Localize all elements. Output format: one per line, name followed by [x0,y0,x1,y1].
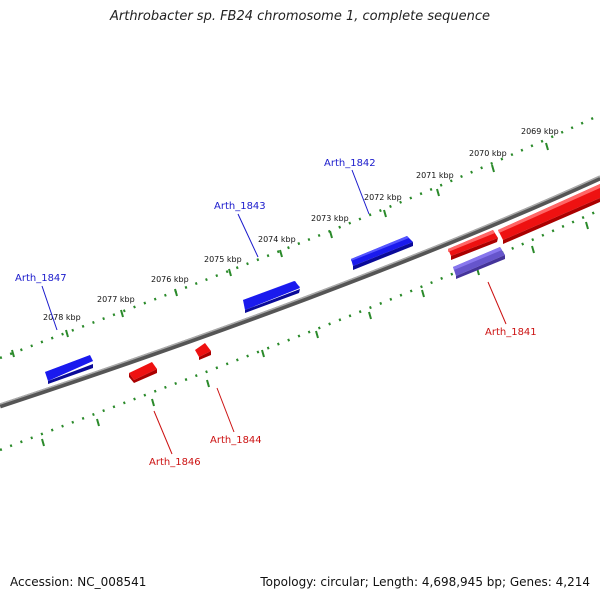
kbp-label: 2074 kbp [258,235,296,244]
leader-arth-1841 [487,281,507,325]
gene-label-arth-1847[interactable]: Arth_1847 [15,273,67,284]
gene-label-arth-1846[interactable]: Arth_1846 [149,457,201,468]
sequence-backbone-highlight [0,175,600,405]
gene-label-arth-1841[interactable]: Arth_1841 [485,327,537,338]
map-title: Arthrobacter sp. FB24 chromosome 1, comp… [109,9,491,24]
kbp-label: 2077 kbp [97,295,135,304]
gene-red-large[interactable] [498,184,600,244]
accession-text: Accession: NC_008541 [10,575,147,589]
gene-arth-1841-block[interactable] [448,230,498,260]
leader-arth-1847 [41,285,58,331]
gene-arth-1841[interactable] [453,247,505,279]
gene-arth-1844[interactable] [195,343,211,360]
gene-arth-1847[interactable] [45,355,93,384]
leader-arth-1844 [216,387,235,433]
summary-text: Topology: circular; Length: 4,698,945 bp… [260,575,590,589]
kbp-label: 2075 kbp [204,255,242,264]
leader-arth-1842 [351,169,370,215]
kbp-label: 2069 kbp [521,127,559,136]
gene-arth-1846[interactable] [129,362,157,383]
leader-arth-1846 [153,410,173,455]
gene-label-arth-1844[interactable]: Arth_1844 [210,435,262,446]
gene-label-arth-1842[interactable]: Arth_1842 [324,158,376,169]
kbp-label: 2076 kbp [151,275,189,284]
kbp-label: 2072 kbp [364,193,402,202]
kbp-label: 2078 kbp [43,313,81,322]
gene-arth-1843[interactable] [243,281,300,313]
kbp-label: 2070 kbp [469,149,507,158]
gene-arth-1842[interactable] [351,236,413,270]
sequence-backbone [0,175,600,409]
gene-label-arth-1843[interactable]: Arth_1843 [214,201,266,212]
leader-arth-1843 [237,213,259,258]
kbp-label: 2071 kbp [416,171,454,180]
outer-major-ticks [11,142,549,358]
kbp-label: 2073 kbp [311,214,349,223]
inner-major-ticks [41,221,589,447]
